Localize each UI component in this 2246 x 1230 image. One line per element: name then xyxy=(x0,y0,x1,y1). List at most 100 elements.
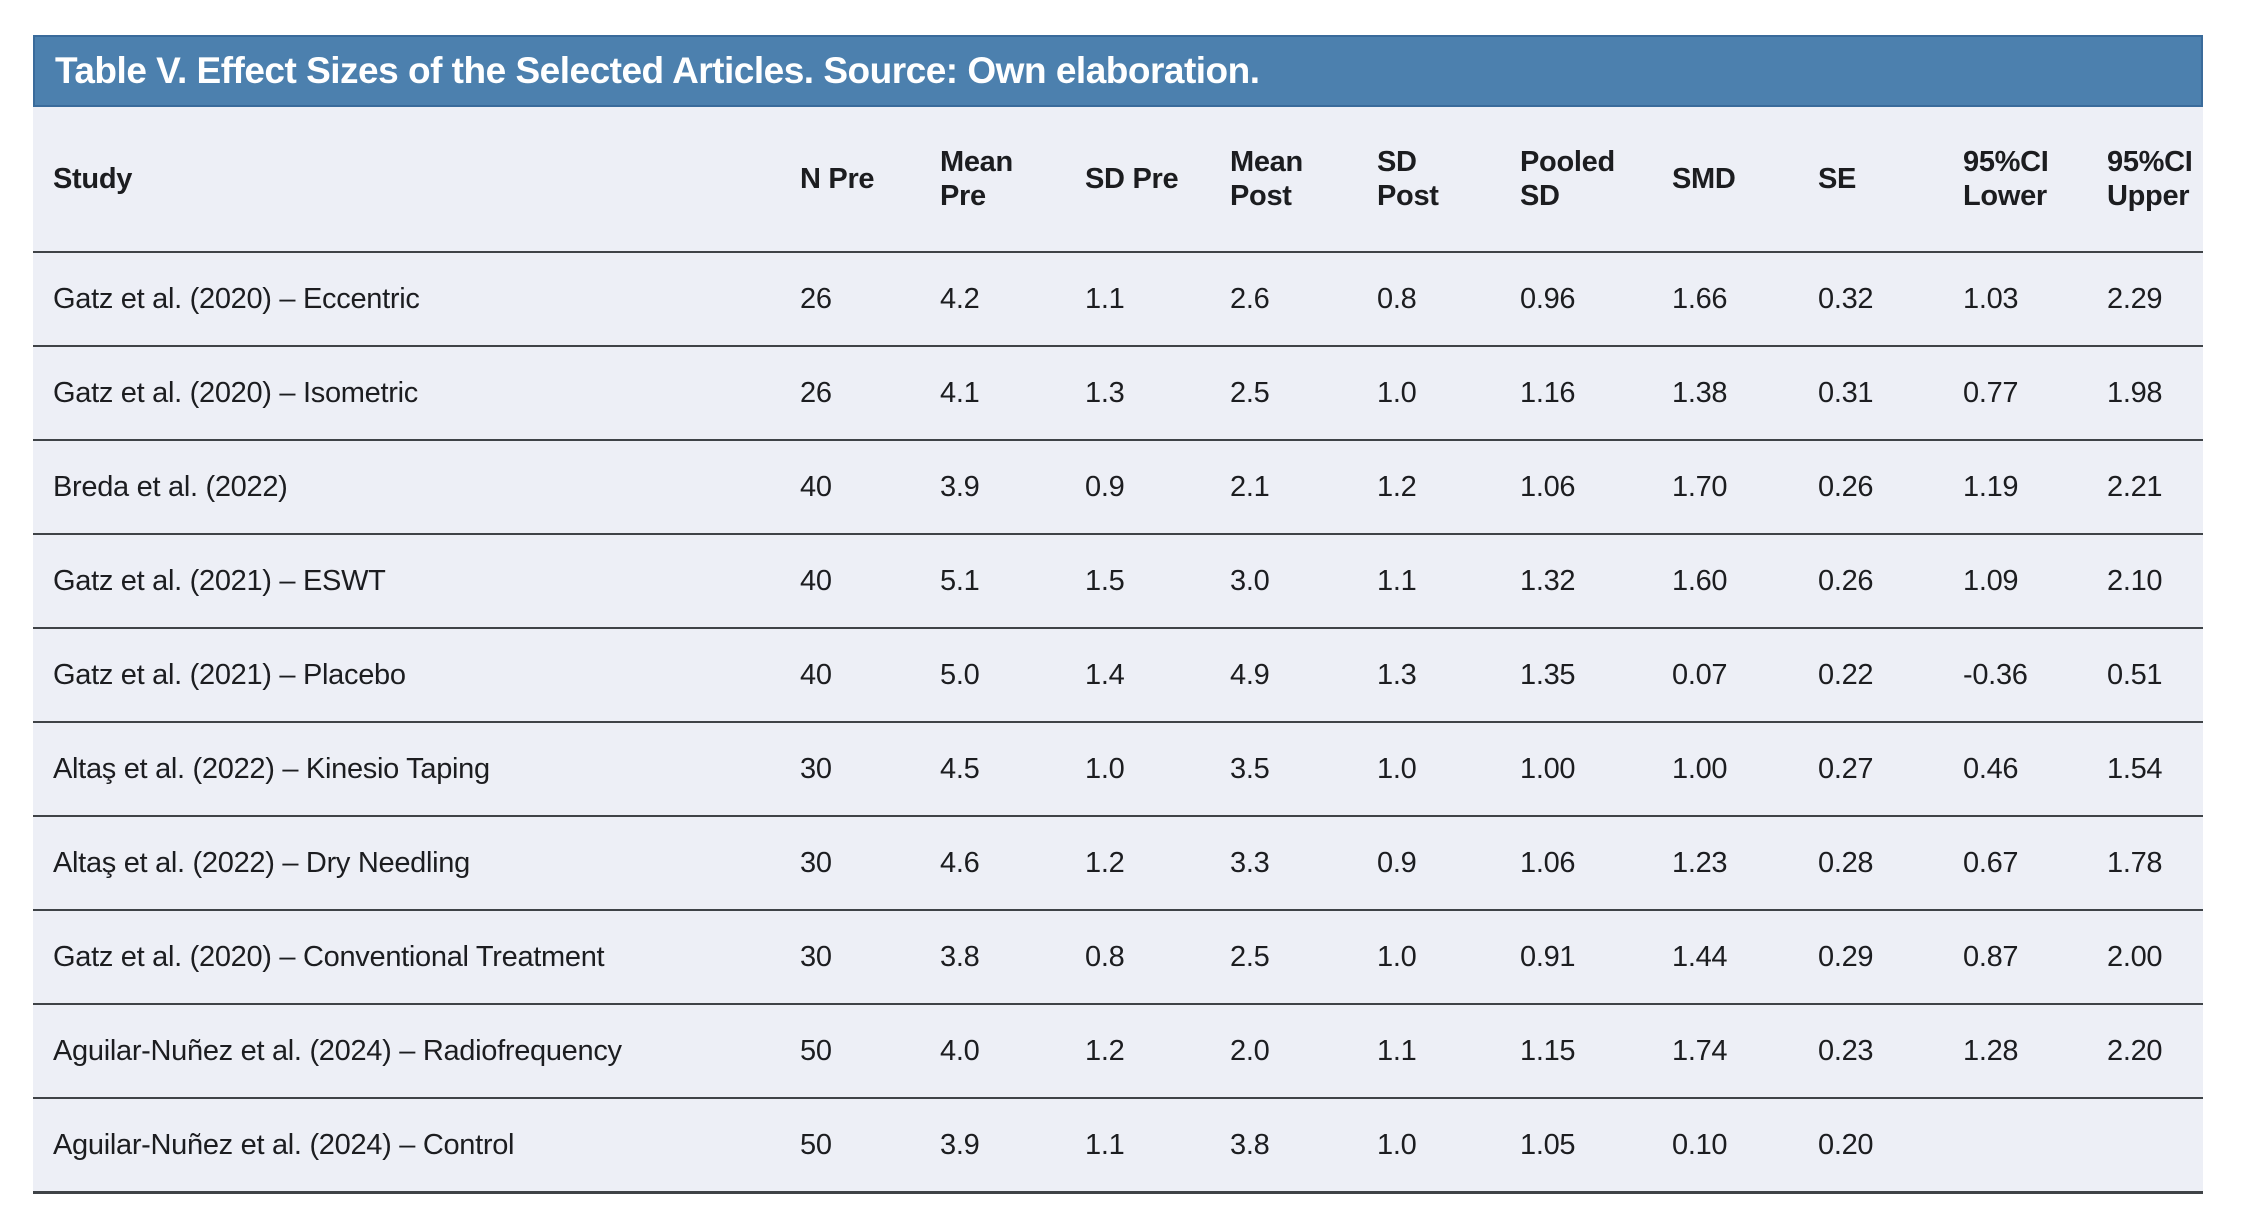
cell-se: 0.26 xyxy=(1818,534,1963,628)
cell-sd-pre: 1.1 xyxy=(1085,1098,1230,1193)
cell-sd-post: 1.1 xyxy=(1377,534,1520,628)
col-header-study: Study xyxy=(33,107,800,252)
col-header-sd-pre: SD Pre xyxy=(1085,107,1230,252)
cell-ci-lower: -0.36 xyxy=(1963,628,2107,722)
cell-pooled-sd: 1.16 xyxy=(1520,346,1672,440)
cell-mean-pre: 4.5 xyxy=(940,722,1085,816)
table-row: Gatz et al. (2021) – ESWT 40 5.1 1.5 3.0… xyxy=(33,534,2203,628)
cell-n-pre: 50 xyxy=(800,1004,940,1098)
table-title: Table V. Effect Sizes of the Selected Ar… xyxy=(55,50,1260,91)
cell-mean-post: 2.1 xyxy=(1230,440,1377,534)
cell-se: 0.23 xyxy=(1818,1004,1963,1098)
cell-ci-upper: 1.78 xyxy=(2107,816,2203,910)
cell-sd-post: 1.2 xyxy=(1377,440,1520,534)
cell-pooled-sd: 1.06 xyxy=(1520,816,1672,910)
cell-ci-lower xyxy=(1963,1098,2107,1193)
cell-se: 0.22 xyxy=(1818,628,1963,722)
col-header-smd: SMD xyxy=(1672,107,1818,252)
table-title-bar: Table V. Effect Sizes of the Selected Ar… xyxy=(33,35,2203,107)
cell-ci-upper: 2.21 xyxy=(2107,440,2203,534)
col-header-mean-pre: Mean Pre xyxy=(940,107,1085,252)
cell-sd-pre: 1.2 xyxy=(1085,816,1230,910)
cell-mean-post: 2.5 xyxy=(1230,346,1377,440)
cell-pooled-sd: 1.32 xyxy=(1520,534,1672,628)
cell-mean-pre: 4.2 xyxy=(940,252,1085,346)
cell-smd: 1.66 xyxy=(1672,252,1818,346)
cell-ci-lower: 1.28 xyxy=(1963,1004,2107,1098)
cell-mean-pre: 3.9 xyxy=(940,1098,1085,1193)
cell-sd-post: 1.0 xyxy=(1377,346,1520,440)
cell-ci-upper: 2.20 xyxy=(2107,1004,2203,1098)
cell-ci-lower: 1.03 xyxy=(1963,252,2107,346)
cell-sd-pre: 1.1 xyxy=(1085,252,1230,346)
cell-ci-upper: 2.29 xyxy=(2107,252,2203,346)
cell-n-pre: 26 xyxy=(800,252,940,346)
col-header-ci-upper: 95%CI Upper xyxy=(2107,107,2203,252)
cell-sd-pre: 1.5 xyxy=(1085,534,1230,628)
cell-study: Gatz et al. (2020) – Conventional Treatm… xyxy=(33,910,800,1004)
col-header-mean-post: Mean Post xyxy=(1230,107,1377,252)
cell-ci-lower: 0.46 xyxy=(1963,722,2107,816)
cell-n-pre: 30 xyxy=(800,910,940,1004)
cell-pooled-sd: 1.15 xyxy=(1520,1004,1672,1098)
cell-sd-pre: 1.2 xyxy=(1085,1004,1230,1098)
cell-study: Altaş et al. (2022) – Kinesio Taping xyxy=(33,722,800,816)
cell-n-pre: 30 xyxy=(800,722,940,816)
cell-smd: 1.70 xyxy=(1672,440,1818,534)
cell-sd-pre: 1.4 xyxy=(1085,628,1230,722)
table-row: Aguilar-Nuñez et al. (2024) – Control 50… xyxy=(33,1098,2203,1193)
col-header-n-pre: N Pre xyxy=(800,107,940,252)
header-row: Study N Pre Mean Pre SD Pre Mean Post SD… xyxy=(33,107,2203,252)
effect-sizes-table: Study N Pre Mean Pre SD Pre Mean Post SD… xyxy=(33,107,2203,1194)
cell-ci-lower: 1.09 xyxy=(1963,534,2107,628)
table-row: Breda et al. (2022) 40 3.9 0.9 2.1 1.2 1… xyxy=(33,440,2203,534)
cell-mean-post: 3.3 xyxy=(1230,816,1377,910)
cell-smd: 1.44 xyxy=(1672,910,1818,1004)
cell-ci-upper xyxy=(2107,1098,2203,1193)
cell-sd-pre: 1.0 xyxy=(1085,722,1230,816)
cell-sd-pre: 1.3 xyxy=(1085,346,1230,440)
cell-mean-post: 2.6 xyxy=(1230,252,1377,346)
cell-n-pre: 40 xyxy=(800,534,940,628)
cell-se: 0.29 xyxy=(1818,910,1963,1004)
cell-n-pre: 26 xyxy=(800,346,940,440)
cell-smd: 1.38 xyxy=(1672,346,1818,440)
cell-study: Gatz et al. (2021) – Placebo xyxy=(33,628,800,722)
cell-pooled-sd: 1.00 xyxy=(1520,722,1672,816)
cell-pooled-sd: 1.06 xyxy=(1520,440,1672,534)
table-row: Aguilar-Nuñez et al. (2024) – Radiofrequ… xyxy=(33,1004,2203,1098)
cell-sd-post: 1.3 xyxy=(1377,628,1520,722)
table-row: Gatz et al. (2020) – Isometric 26 4.1 1.… xyxy=(33,346,2203,440)
cell-se: 0.20 xyxy=(1818,1098,1963,1193)
effect-sizes-table-card: Table V. Effect Sizes of the Selected Ar… xyxy=(33,35,2203,1194)
table-row: Altaş et al. (2022) – Dry Needling 30 4.… xyxy=(33,816,2203,910)
cell-n-pre: 30 xyxy=(800,816,940,910)
cell-se: 0.32 xyxy=(1818,252,1963,346)
cell-se: 0.26 xyxy=(1818,440,1963,534)
cell-smd: 1.00 xyxy=(1672,722,1818,816)
cell-se: 0.27 xyxy=(1818,722,1963,816)
cell-sd-pre: 0.9 xyxy=(1085,440,1230,534)
cell-mean-post: 3.0 xyxy=(1230,534,1377,628)
cell-pooled-sd: 0.91 xyxy=(1520,910,1672,1004)
cell-ci-upper: 0.51 xyxy=(2107,628,2203,722)
cell-pooled-sd: 1.35 xyxy=(1520,628,1672,722)
cell-ci-lower: 0.87 xyxy=(1963,910,2107,1004)
cell-sd-post: 0.9 xyxy=(1377,816,1520,910)
cell-sd-post: 1.0 xyxy=(1377,1098,1520,1193)
cell-mean-post: 2.0 xyxy=(1230,1004,1377,1098)
cell-mean-pre: 4.0 xyxy=(940,1004,1085,1098)
table-row: Gatz et al. (2020) – Eccentric 26 4.2 1.… xyxy=(33,252,2203,346)
cell-mean-pre: 5.0 xyxy=(940,628,1085,722)
cell-ci-lower: 0.77 xyxy=(1963,346,2107,440)
cell-study: Breda et al. (2022) xyxy=(33,440,800,534)
cell-smd: 1.23 xyxy=(1672,816,1818,910)
cell-ci-lower: 0.67 xyxy=(1963,816,2107,910)
cell-mean-pre: 5.1 xyxy=(940,534,1085,628)
cell-study: Gatz et al. (2020) – Isometric xyxy=(33,346,800,440)
cell-smd: 0.07 xyxy=(1672,628,1818,722)
cell-study: Aguilar-Nuñez et al. (2024) – Control xyxy=(33,1098,800,1193)
col-header-sd-post: SD Post xyxy=(1377,107,1520,252)
cell-se: 0.28 xyxy=(1818,816,1963,910)
cell-mean-post: 4.9 xyxy=(1230,628,1377,722)
